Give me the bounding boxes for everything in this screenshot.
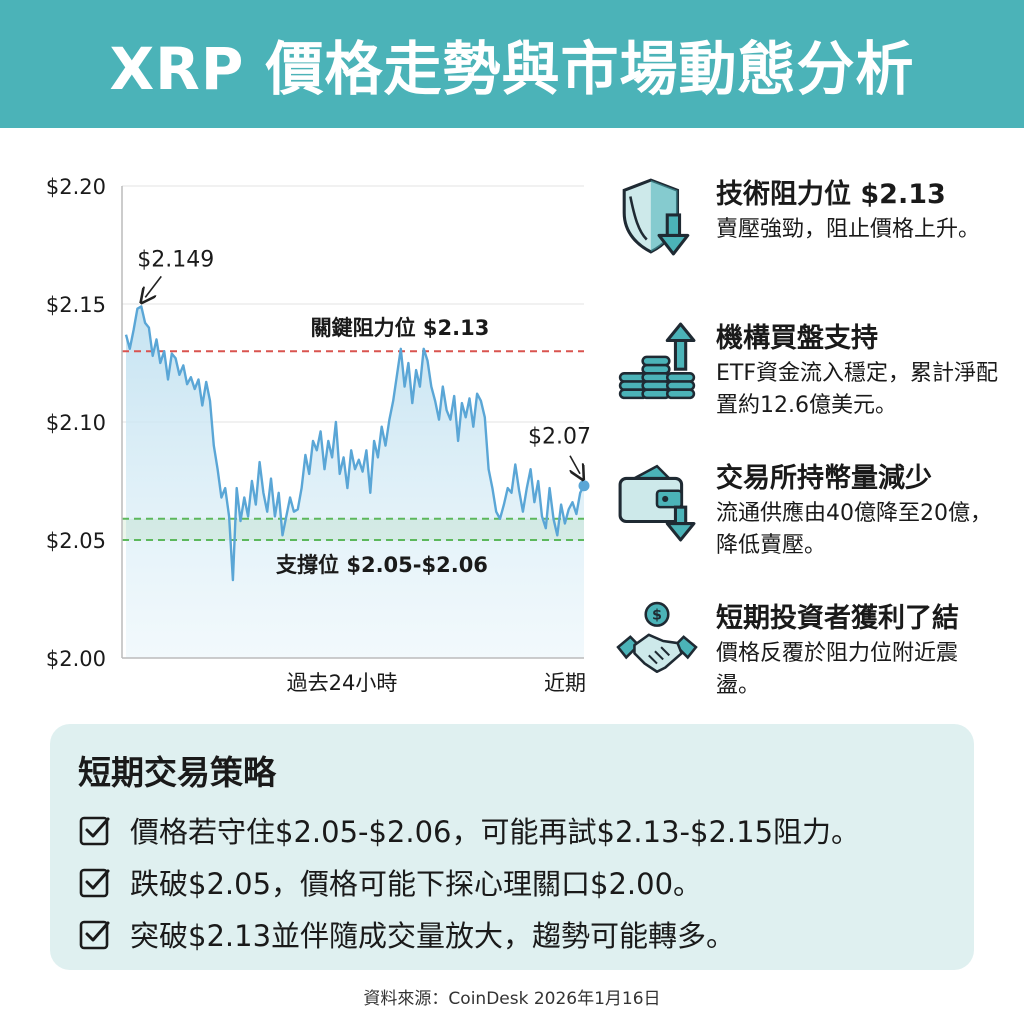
strategy-panel: 短期交易策略 價格若守住$2.05-$2.06，可能再試$2.13-$2.15阻… [50,724,974,970]
feature-title: 短期投資者獲利了結 [716,603,959,634]
price-chart: $2.20 $2.15 $2.10 $2.05 $2.00 過去24小時 近期 關鍵阻力位… [46,175,591,695]
resistance-label: 關鍵阻力位 $2.13 [311,316,490,340]
peak-arrow [145,275,162,297]
svg-text:$: $ [652,607,662,623]
last-price-arrow [570,455,580,474]
y-tick-label: $2.00 [46,647,106,671]
checkbox-checked-icon [79,868,110,898]
strategy-item-text: 跌破$2.05，價格可能下探心理關口$2.00。 [130,867,703,901]
feature-institutional: 機構買盤支持 ETF資金流入穩定，累計淨配置約12.6億美元。 [612,316,1012,436]
coins-up-arrow-icon [618,322,696,400]
handshake-dollar-icon: $ [616,601,698,674]
feature-resistance: 技術阻力位 $2.13 賣壓強勁，阻止價格上升。 [612,172,1012,292]
support-band [122,518,584,540]
y-tick-label: $2.05 [46,529,106,553]
x-axis-label: 過去24小時 [287,671,398,695]
feature-desc: 流通供應由40億降至20億，降低賣壓。 [716,501,992,558]
price-series-line [124,305,586,582]
price-area-fill [126,306,584,658]
shield-down-arrow-icon [622,178,690,256]
last-price-point [578,480,590,492]
page-header: XRP 價格走勢與市場動態分析 [0,0,1024,128]
strategy-item: 突破$2.13並伴隨成交量放大，趨勢可能轉多。 [78,908,958,960]
feature-title: 交易所持幣量減少 [716,463,932,494]
y-tick-label: $2.20 [46,175,106,199]
strategy-item-text: 突破$2.13並伴隨成交量放大，趨勢可能轉多。 [130,919,736,953]
strategy-item-text: 價格若守住$2.05-$2.06，可能再試$2.13-$2.15阻力。 [130,815,861,849]
checkbox-checked-icon [79,816,110,846]
feature-desc: ETF資金流入穩定，累計淨配置約12.6億美元。 [716,361,998,418]
checkbox-checked-icon [79,920,110,950]
strategy-list: 價格若守住$2.05-$2.06，可能再試$2.13-$2.15阻力。 跌破$2… [78,804,958,960]
page-title: XRP 價格走勢與市場動態分析 [109,35,915,103]
peak-price-label: $2.149 [137,247,214,272]
feature-title: 技術阻力位 $2.13 [716,179,946,210]
y-tick-label: $2.10 [46,411,106,435]
strategy-item: 價格若守住$2.05-$2.06，可能再試$2.13-$2.15阻力。 [78,804,958,856]
strategy-title: 短期交易策略 [78,753,276,792]
x-axis-label: 近期 [544,671,586,695]
wallet-down-arrow-icon [618,464,696,542]
feature-desc: 價格反覆於阻力位附近震盪。 [716,641,959,698]
source-citation: 資料來源：CoinDesk 2026年1月16日 [363,989,661,1009]
last-price-label: $2.07 [528,425,591,450]
y-tick-label: $2.15 [46,293,106,317]
feature-exchange-holdings: 交易所持幣量減少 流通供應由40億降至20億，降低賣壓。 [612,456,1012,576]
feature-desc: 賣壓強勁，阻止價格上升。 [716,217,981,242]
strategy-item: 跌破$2.05，價格可能下探心理關口$2.00。 [78,856,958,908]
feature-profit-taking: $ 短期投資者獲利了結 價格反覆於阻力位附近震盪。 [612,596,1012,716]
feature-title: 機構買盤支持 [716,323,878,354]
support-label: 支撐位 $2.05-$2.06 [276,553,488,577]
